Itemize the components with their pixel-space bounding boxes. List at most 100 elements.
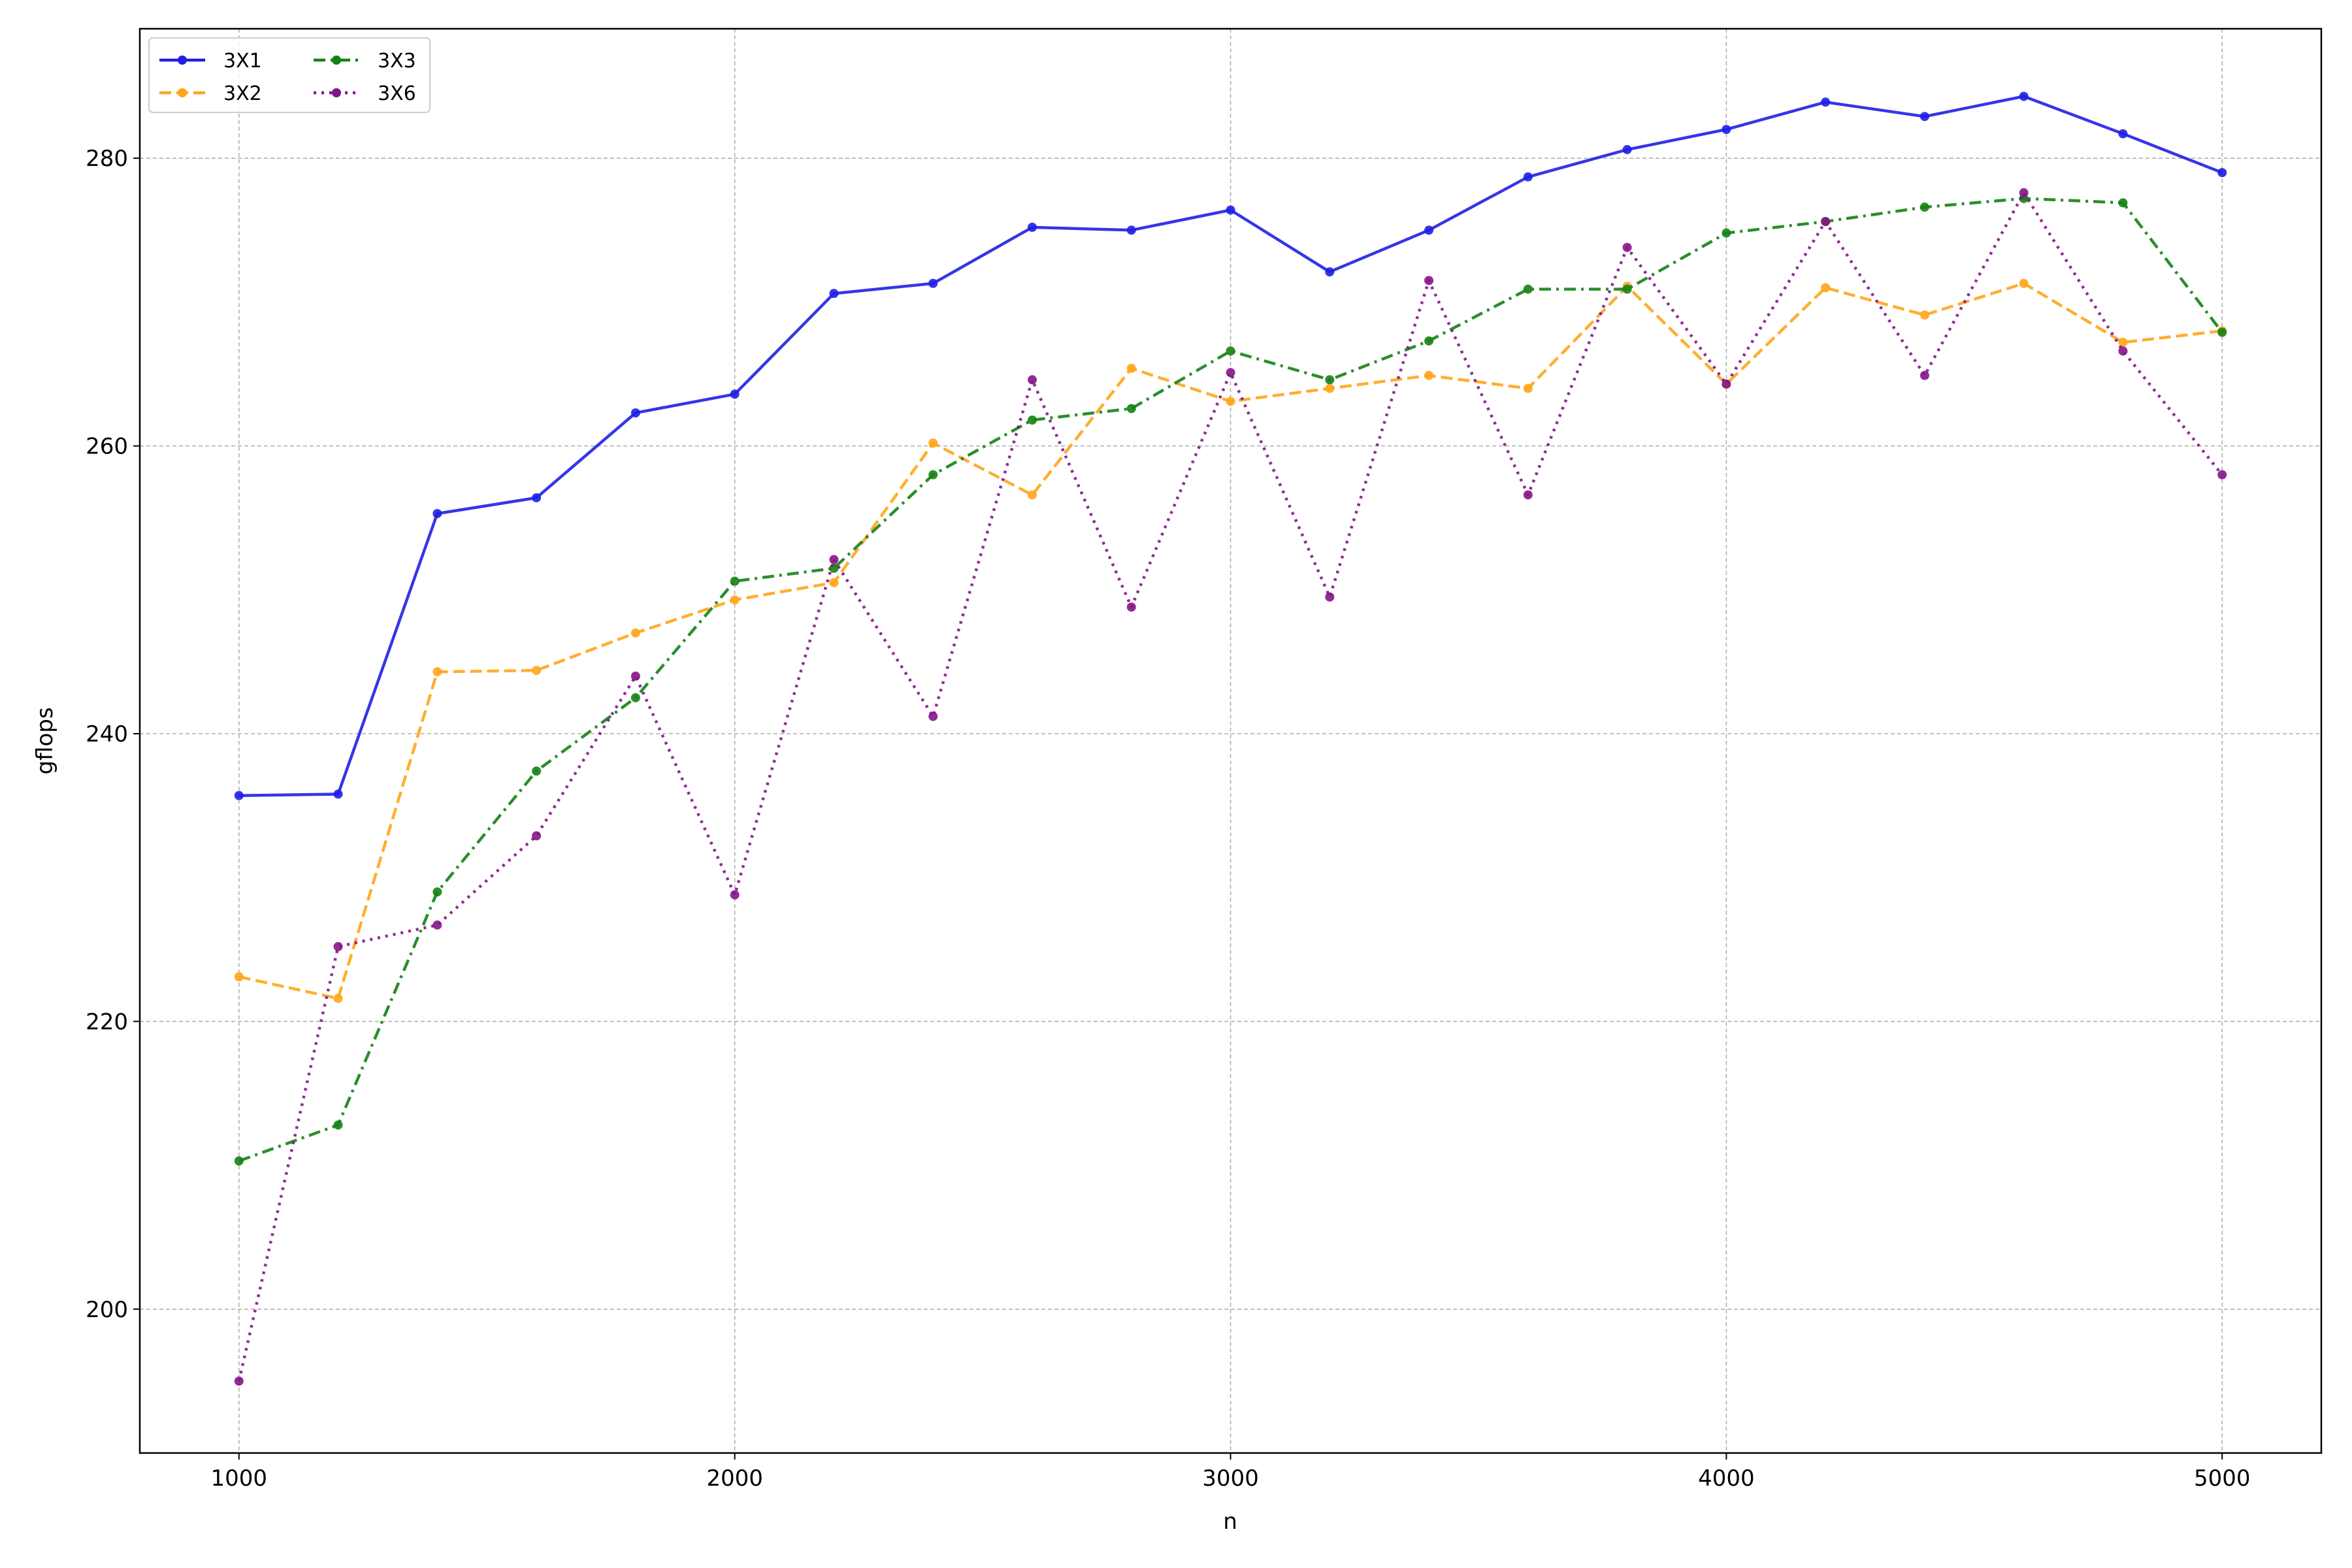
legend-label: 3X3 [378, 50, 416, 73]
series-layer [234, 91, 2227, 1386]
data-point [730, 389, 740, 399]
data-point [2118, 338, 2128, 348]
data-point [630, 628, 640, 638]
data-point [234, 791, 244, 800]
data-point [1027, 490, 1037, 500]
legend-label: 3X6 [378, 82, 416, 105]
data-point [1622, 284, 1632, 294]
data-point [1325, 592, 1335, 602]
data-point [928, 278, 938, 288]
data-point [2019, 91, 2029, 101]
y-tick-label: 220 [86, 1009, 128, 1035]
data-point [333, 994, 343, 1004]
data-point [1126, 602, 1136, 612]
data-point [1226, 346, 1235, 356]
data-point [1126, 363, 1136, 373]
data-point [333, 1120, 343, 1130]
data-point [1821, 217, 1831, 227]
data-point [730, 576, 740, 586]
data-point [1424, 276, 1434, 286]
data-point [1325, 375, 1335, 385]
data-point [1226, 368, 1235, 378]
legend-swatch-marker [332, 88, 341, 97]
data-point [234, 972, 244, 982]
data-point [433, 920, 442, 930]
data-point [1126, 225, 1136, 235]
data-point [829, 289, 839, 299]
legend: 3X1 3X2 3X3 3X6 [148, 37, 431, 113]
legend-swatch-marker [332, 56, 341, 65]
data-point [1722, 379, 1731, 389]
data-point [433, 667, 442, 677]
legend-label: 3X2 [223, 82, 262, 105]
data-point [1325, 384, 1335, 393]
grid [140, 29, 2321, 1453]
x-tick-label: 3000 [1202, 1465, 1259, 1492]
data-point [1424, 336, 1434, 346]
data-point [1622, 242, 1632, 252]
data-point [1424, 370, 1434, 380]
data-point [1919, 203, 1929, 212]
data-point [1523, 490, 1533, 500]
series-3x2 [234, 278, 2227, 1004]
legend-box [148, 37, 431, 113]
data-point [234, 1376, 244, 1386]
y-tick-label: 280 [86, 146, 128, 172]
x-tick-label: 1000 [211, 1465, 268, 1492]
data-point [532, 493, 542, 502]
data-point [1919, 310, 1929, 320]
data-point [1919, 112, 1929, 122]
y-tick-label: 240 [86, 721, 128, 747]
data-point [2217, 327, 2227, 337]
data-point [1424, 225, 1434, 235]
data-point [1821, 97, 1831, 107]
data-point [333, 789, 343, 799]
legend-label: 3X1 [223, 50, 262, 73]
x-tick-label: 4000 [1698, 1465, 1755, 1492]
legend-swatch-marker [178, 56, 187, 65]
data-point [2019, 278, 2029, 288]
data-point [928, 438, 938, 448]
data-point [730, 890, 740, 900]
data-point [630, 408, 640, 417]
data-point [2118, 346, 2128, 356]
data-point [630, 693, 640, 702]
data-point [2118, 198, 2128, 208]
legend-swatch-marker [178, 88, 187, 97]
x-tick-label: 5000 [2194, 1465, 2251, 1492]
data-point [1523, 384, 1533, 393]
data-point [1523, 284, 1533, 294]
series-3x1 [234, 91, 2227, 800]
x-tick-label: 2000 [706, 1465, 763, 1492]
y-axis-label: gflops [32, 707, 58, 774]
data-point [1821, 283, 1831, 293]
data-point [1226, 205, 1235, 215]
series-3x6 [234, 188, 2227, 1386]
data-point [2217, 470, 2227, 480]
data-point [1722, 125, 1731, 135]
data-point [532, 831, 542, 841]
data-point [1027, 375, 1037, 385]
data-point [829, 555, 839, 564]
ticks: 1000 2000 3000 4000 5000 200 220 240 260 280 [86, 146, 2250, 1492]
data-point [532, 666, 542, 676]
y-tick-label: 200 [86, 1297, 128, 1323]
data-point [829, 563, 839, 573]
series-line [238, 197, 2223, 1163]
data-point [1226, 397, 1235, 406]
data-point [2217, 168, 2227, 178]
x-axis-label: n [1223, 1509, 1237, 1535]
data-point [234, 1156, 244, 1166]
data-point [1919, 370, 1929, 380]
data-point [433, 887, 442, 897]
data-point [1027, 222, 1037, 232]
data-point [928, 470, 938, 480]
data-point [532, 766, 542, 776]
data-point [1027, 415, 1037, 425]
data-point [630, 671, 640, 681]
data-point [2118, 129, 2128, 139]
data-point [730, 595, 740, 605]
data-point [1622, 144, 1632, 154]
